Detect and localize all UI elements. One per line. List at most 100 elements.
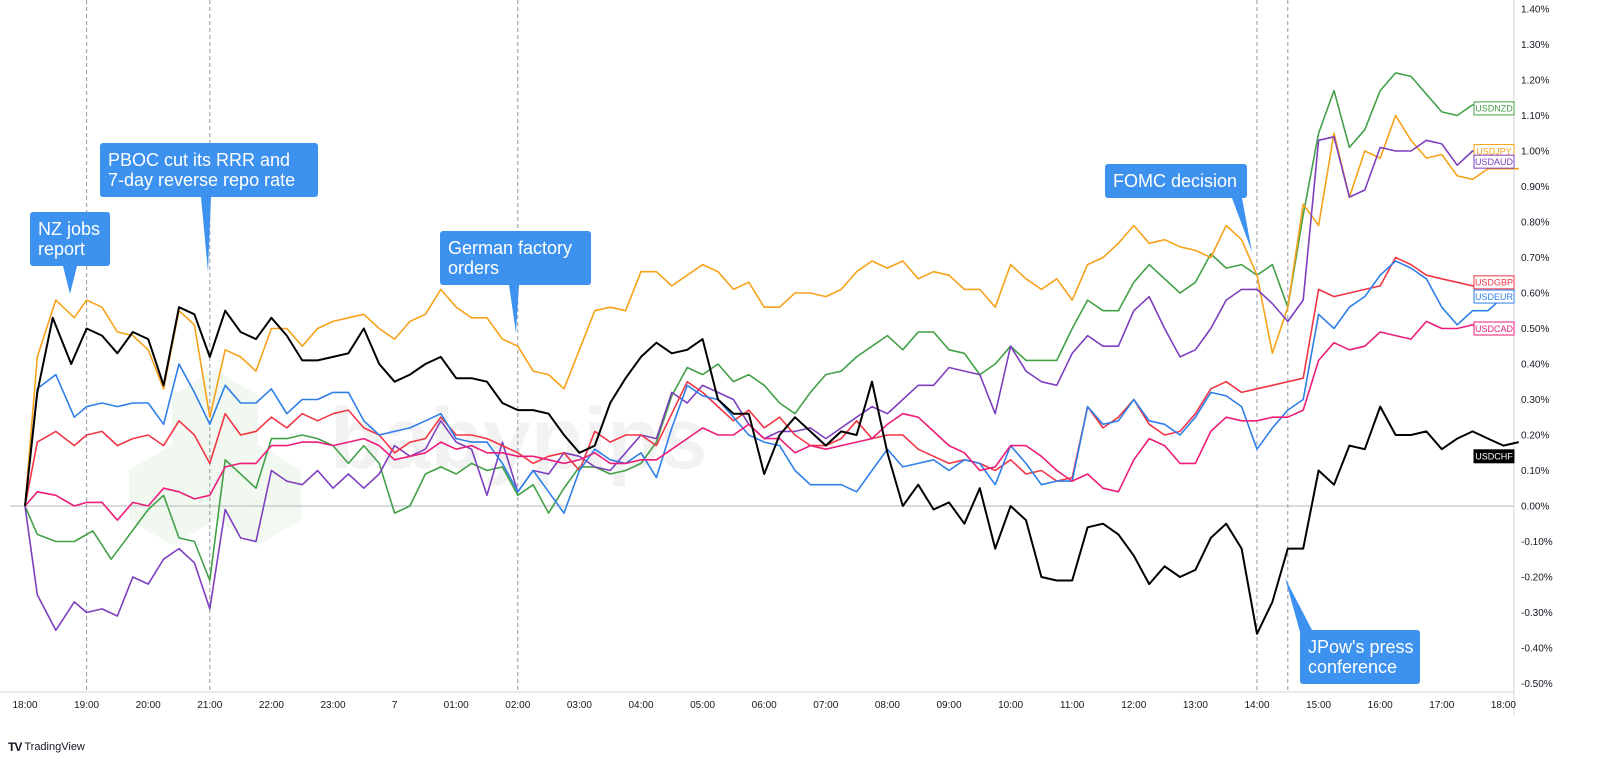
annotation-text: PBOC cut its RRR and [108,150,290,170]
annotation-box [30,212,110,266]
annotation-box [1300,630,1420,684]
x-tick-label: 7 [392,700,398,711]
watermark-text: babypips [330,391,708,487]
x-tick-label: 11:00 [1060,700,1085,711]
series-tag-label: USDCAD [1475,324,1514,334]
x-tick-label: 04:00 [628,700,653,711]
series-tag-usdchf: USDCHF [1473,449,1515,464]
annotation-text: German factory [448,238,572,258]
x-tick-label: 14:00 [1244,700,1269,711]
series-tag-label: USDAUD [1475,157,1514,167]
annotation-pointer [63,266,77,294]
series-tag-box [1473,449,1515,464]
x-tick-label: 06:00 [752,700,777,711]
annotation-pointer [1285,578,1312,632]
series-tag-label: USDCHF [1475,452,1513,462]
annotation-pointer [509,285,519,333]
annotation-text: JPow's press [1308,637,1413,657]
series-tag-usdcad: USDCAD [1473,321,1515,336]
series-tag-usdjpy: USDJPY [1473,144,1515,158]
series-tag-box [1473,154,1515,169]
y-tick-label: 0.50% [1521,324,1549,335]
y-tick-label: 0.20% [1521,431,1549,442]
y-tick-label: -0.50% [1521,679,1553,690]
y-tick-label: 0.70% [1521,253,1549,264]
x-tick-label: 20:00 [136,700,161,711]
series-tag-box [1473,275,1515,290]
tradingview-brand: TV TradingView [8,740,85,754]
y-tick-label: -0.10% [1521,537,1553,548]
series-line-usdcad [24,320,1488,522]
x-tick-label: 02:00 [505,700,530,711]
y-tick-label: -0.20% [1521,573,1553,584]
series-line-usdgbp [24,256,1489,507]
annotation-box [1105,164,1247,198]
x-tick-label: 12:00 [1121,700,1146,711]
x-tick-label: 22:00 [259,700,284,711]
y-tick-label: 1.40% [1521,5,1549,16]
series-line-usdnzd [24,72,1488,582]
y-tick-label: 1.20% [1521,76,1549,87]
annotation-text: conference [1308,657,1397,677]
annotation-pointer [201,197,211,272]
series-tag-usdgbp: USDGBP [1473,275,1515,290]
x-tick-label: 10:00 [998,700,1023,711]
x-tick-label: 21:00 [197,700,222,711]
annotation-pointer [1232,198,1252,252]
series-line-usdchf [24,306,1520,635]
x-tick-label: 13:00 [1183,700,1208,711]
y-tick-label: 1.00% [1521,147,1549,158]
x-tick-label: 01:00 [444,700,469,711]
y-tick-label: 0.80% [1521,218,1549,229]
y-tick-label: 1.30% [1521,40,1549,51]
y-tick-label: 0.60% [1521,289,1549,300]
series-line-usdjpy [24,114,1519,507]
annotation-text: NZ jobs [38,219,100,239]
series-tag-label: USDJPY [1476,146,1512,156]
series-tag-usdeur: USDEUR [1473,289,1515,304]
y-tick-label: 0.00% [1521,502,1549,513]
x-tick-label: 07:00 [813,700,838,711]
series-tag-box [1473,289,1515,304]
annotation-text: FOMC decision [1113,171,1237,191]
series-tag-usdnzd: USDNZD [1473,101,1515,116]
x-tick-label: 19:00 [74,700,99,711]
y-tick-label: -0.30% [1521,608,1553,619]
tradingview-logo-icon: TV [8,740,22,754]
x-tick-label: 16:00 [1368,700,1393,711]
series-line-usdaud [24,136,1489,632]
annotation-text: orders [448,258,499,278]
series-tag-label: USDGBP [1475,278,1513,288]
series-tag-usdaud: USDAUD [1473,154,1515,169]
series-line-usdeur [24,260,1504,514]
series-lines [24,72,1520,635]
tradingview-name: TradingView [24,741,85,753]
y-tick-label: 0.10% [1521,466,1549,477]
y-tick-label: 0.90% [1521,182,1549,193]
x-tick-label: 08:00 [875,700,900,711]
x-tick-label: 15:00 [1306,700,1331,711]
plot-frame [0,0,1515,715]
x-tick-label: 09:00 [936,700,961,711]
annotation-box [440,231,591,285]
annotation-text: report [38,239,85,259]
y-tick-label: 1.10% [1521,111,1549,122]
x-tick-label: 17:00 [1429,700,1454,711]
annotation-text: 7-day reverse repo rate [108,170,295,190]
series-tag-label: USDNZD [1475,104,1513,114]
series-tag-label: USDEUR [1475,292,1514,302]
annotation-box [100,143,318,197]
x-tick-label: 03:00 [567,700,592,711]
y-tick-label: 0.40% [1521,360,1549,371]
x-tick-label: 18:00 [1491,700,1516,711]
y-tick-label: -0.40% [1521,644,1553,655]
series-tag-box [1473,101,1515,116]
annotation-fomc: FOMC decision [1105,164,1252,252]
x-tick-label: 18:00 [12,700,37,711]
y-tick-label: 0.30% [1521,395,1549,406]
